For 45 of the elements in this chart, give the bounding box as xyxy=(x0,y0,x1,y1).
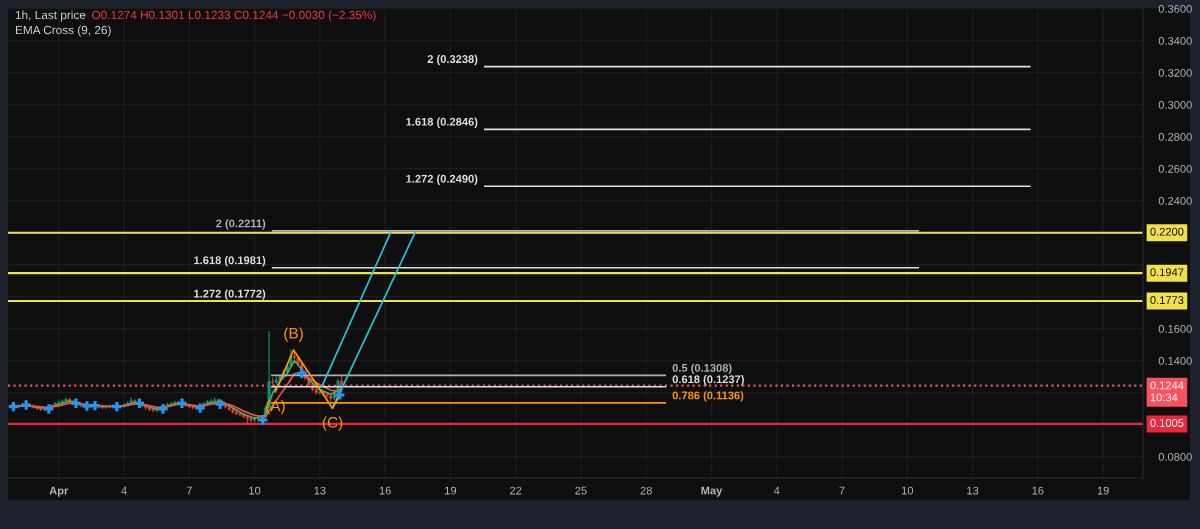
y-tick-label: 0.3000 xyxy=(1158,100,1192,109)
y-tick-label: 0.0800 xyxy=(1158,452,1192,461)
data-label: 0.786 (0.1136) xyxy=(672,391,744,402)
ref-line-label: 0.1773 xyxy=(1150,296,1184,304)
x-tick-label: 4 xyxy=(773,486,780,495)
data-label: 1.618 (0.2846) xyxy=(406,117,478,128)
x-tick-label: Apr xyxy=(49,486,69,497)
x-tick-label: May xyxy=(701,486,723,497)
data-label: 2 (0.3238) xyxy=(427,54,478,66)
x-tick-label: 25 xyxy=(575,486,587,495)
y-tick-label: 0.2400 xyxy=(1158,196,1192,205)
annotation: O0.1274 H0.1301 L0.1233 C0.1244 −0.0030 (−2.35%) xyxy=(92,10,376,22)
x-tick-label: 28 xyxy=(640,486,652,495)
x-tick-label: 4 xyxy=(121,486,127,495)
x-tick-label: 13 xyxy=(967,486,979,495)
y-tick-label: 0.2600 xyxy=(1158,164,1192,173)
x-tick-label: 16 xyxy=(1032,486,1044,495)
data-label: 0.618 (0.1237) xyxy=(672,375,744,386)
x-tick-label: 19 xyxy=(1097,486,1109,495)
data-label: (B) xyxy=(284,327,303,342)
ref-line-label: 0.1244 10:34 xyxy=(1150,381,1184,402)
y-tick-label: 0.1400 xyxy=(1158,356,1192,365)
text: EMA Cross (9, 26) xyxy=(15,25,111,37)
x-tick-label: 13 xyxy=(314,486,326,495)
data-label: 1.618 (0.1981) xyxy=(194,255,266,267)
y-tick-label: 0.3600 xyxy=(1158,4,1192,13)
x-tick-label: 19 xyxy=(445,486,457,495)
data-label: 0.5 (0.1308) xyxy=(672,363,732,375)
y-tick-label: 0.3200 xyxy=(1158,68,1192,77)
ref-line-label: 0.1005 xyxy=(1150,419,1184,427)
data-label: 1.272 (0.2490) xyxy=(406,174,478,185)
annotation: 1.272 (0.1772) xyxy=(194,289,266,300)
ref-line-label: 0.2200 xyxy=(1150,227,1184,236)
x-tick-label: 16 xyxy=(379,486,391,495)
chart-title: 1h, Last price xyxy=(15,10,86,22)
data-label: 2 (0.2211) xyxy=(216,219,266,230)
y-tick-label: 0.3400 xyxy=(1158,36,1192,45)
x-tick-label: 22 xyxy=(510,486,522,495)
x-tick-label: 7 xyxy=(186,486,192,495)
x-tick-label: 10 xyxy=(249,486,261,495)
y-tick-label: 0.2800 xyxy=(1158,132,1192,141)
y-tick-label: 0.1600 xyxy=(1158,324,1192,333)
ref-line-label: 0.1947 xyxy=(1150,268,1184,277)
x-tick-label: 7 xyxy=(839,486,845,495)
x-tick-label: 10 xyxy=(901,486,914,495)
